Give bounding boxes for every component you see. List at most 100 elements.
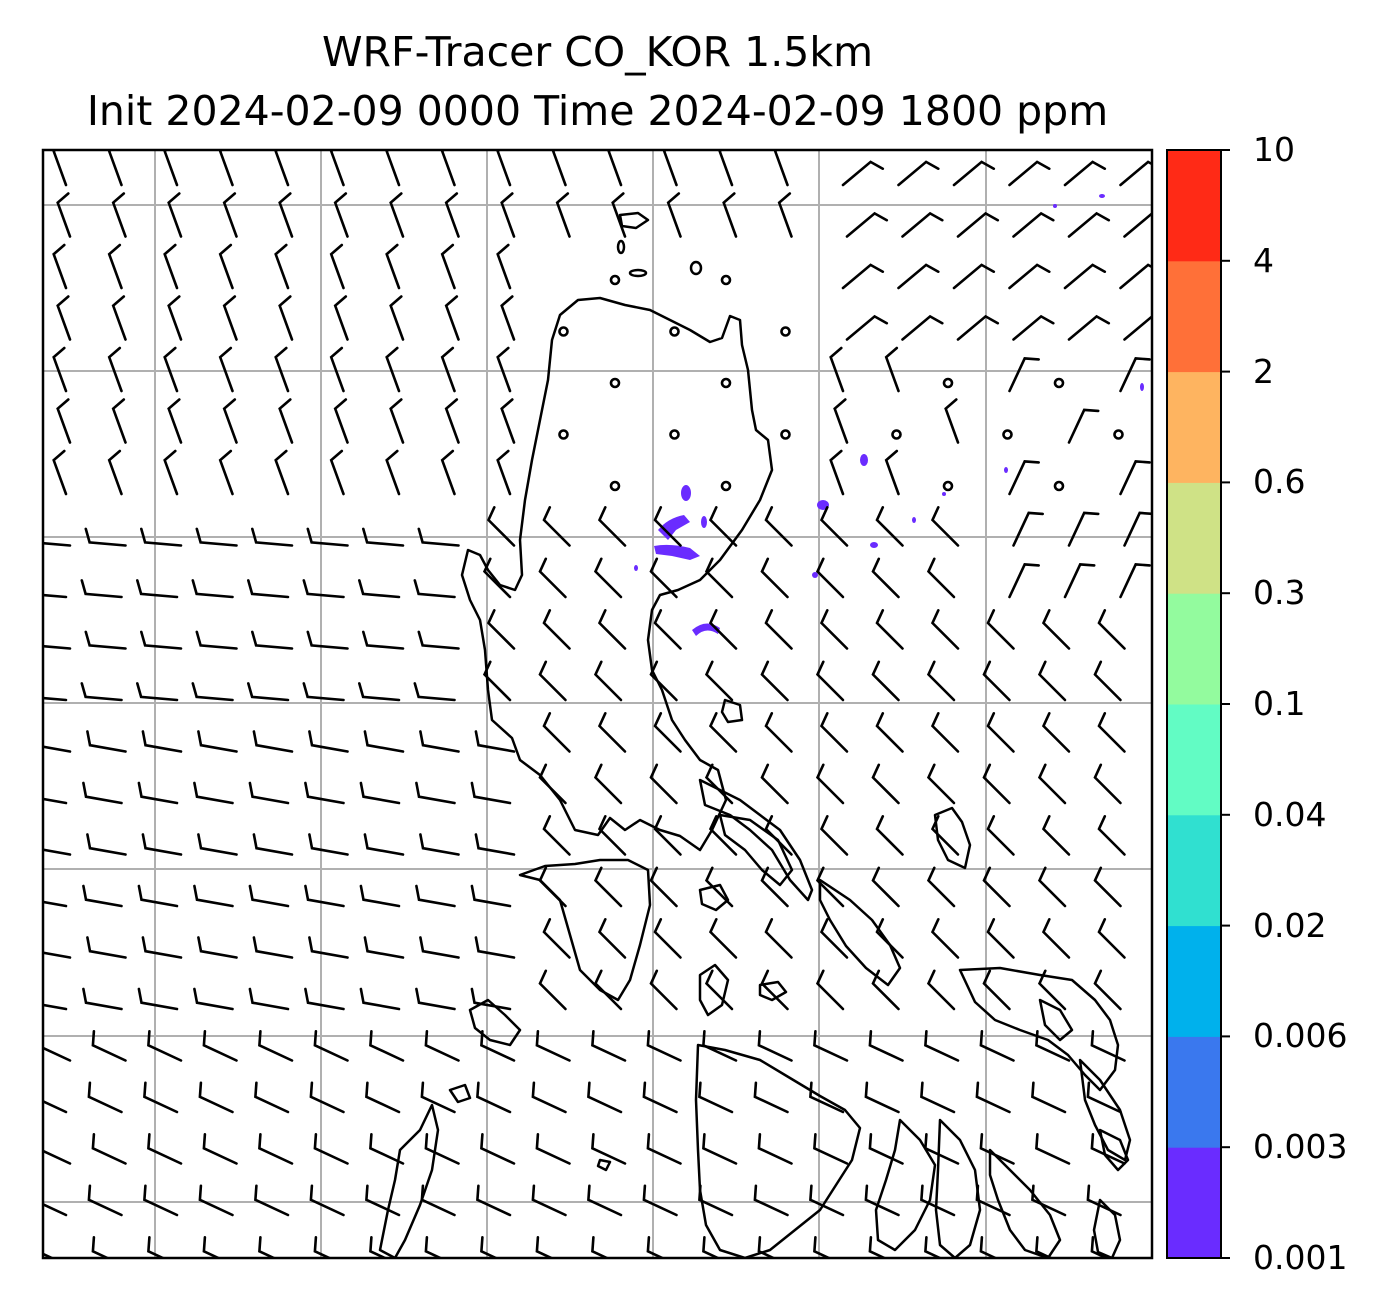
- wind-barb: [163, 243, 179, 290]
- wind-barb: [218, 346, 234, 393]
- wind-barb: [597, 712, 627, 753]
- wind-barb: [813, 1236, 832, 1258]
- wind-barb: [1063, 563, 1096, 599]
- wind-barb: [1090, 1030, 1126, 1062]
- wind-barb: [254, 1184, 290, 1217]
- wind-barb: [1067, 314, 1111, 341]
- wind-barb: [587, 1081, 623, 1114]
- wind-barb: [107, 346, 123, 393]
- wind-barb: [43, 1003, 68, 1011]
- wind-barb: [1067, 408, 1100, 444]
- wind-barb: [278, 295, 294, 341]
- wind-barb: [982, 763, 1011, 805]
- wind-barb: [198, 1081, 234, 1114]
- wind-barb: [52, 449, 68, 496]
- wind-barb: [649, 557, 678, 599]
- wind-barb: [982, 866, 1011, 908]
- colorbar-segment: [1167, 150, 1221, 262]
- wind-barb: [764, 815, 793, 856]
- wind-barb: [193, 987, 234, 1011]
- colorbar-tick-label: 0.6: [1253, 462, 1306, 502]
- wind-barb: [1031, 1184, 1067, 1217]
- co-concentration-patches: [634, 194, 1144, 636]
- map-title-line-2: Init 2024-02-09 0000 Time 2024-02-09 180…: [86, 87, 1109, 135]
- wind-barb: [147, 1030, 183, 1062]
- wind-barb: [369, 1236, 388, 1258]
- wind-barb: [760, 969, 789, 1011]
- wind-barb: [815, 866, 845, 908]
- wind-barb: [649, 969, 678, 1011]
- wind-barb: [369, 1133, 405, 1165]
- wind-barb: [924, 1030, 960, 1062]
- wind-barb: [84, 527, 127, 547]
- wind-barb: [815, 557, 845, 599]
- colorbar-segment: [1167, 1036, 1221, 1148]
- wind-barb: [760, 660, 789, 702]
- wind-barb: [163, 449, 179, 496]
- wind-barb: [1037, 763, 1067, 805]
- wind-barb: [1097, 815, 1126, 856]
- wind-barb: [662, 150, 678, 187]
- wind-barb: [197, 730, 238, 753]
- wind-barb: [1119, 460, 1151, 496]
- wind-barb: [1119, 263, 1152, 290]
- wind-barb: [979, 1133, 1015, 1165]
- wind-barb: [930, 712, 960, 753]
- wind-barb: [365, 1184, 401, 1217]
- wind-barb: [365, 1081, 401, 1114]
- wind-barb: [1012, 314, 1055, 341]
- wind-barb: [163, 346, 179, 393]
- wind-barb: [653, 918, 682, 959]
- wind-barb: [926, 660, 956, 702]
- wind-barb: [358, 579, 401, 599]
- wind-barb: [538, 763, 567, 805]
- wind-barb: [757, 1030, 793, 1062]
- calm-wind-marker: [669, 326, 680, 337]
- wind-barb: [587, 1184, 623, 1217]
- wind-barb: [252, 936, 294, 959]
- colorbar-frame: [1166, 149, 1222, 1259]
- wind-barb: [1012, 211, 1055, 238]
- wind-barb: [306, 527, 349, 547]
- wind-barb: [829, 449, 845, 496]
- wind-barb: [760, 866, 789, 908]
- wind-barb: [359, 884, 401, 908]
- wind-barb: [43, 541, 72, 547]
- wind-barb: [143, 1184, 179, 1217]
- wind-barb: [248, 781, 290, 805]
- wind-barb: [871, 660, 900, 702]
- colorbar-segment: [1167, 260, 1221, 373]
- wind-barb: [193, 884, 234, 908]
- wind-barb: [757, 1133, 793, 1165]
- colorbar-tick-label: 0.001: [1253, 1238, 1348, 1277]
- wind-barb: [924, 1133, 960, 1165]
- wind-barb: [52, 150, 68, 187]
- wind-barb: [43, 848, 72, 856]
- wind-barb: [1037, 866, 1067, 908]
- colorbar: [1167, 149, 1230, 1259]
- map-frame: [41, 148, 1154, 1260]
- calm-wind-marker: [891, 429, 902, 440]
- wind-barb: [757, 1236, 777, 1258]
- wind-barb: [107, 150, 123, 187]
- wind-barb: [542, 609, 571, 650]
- wind-barb: [1008, 460, 1040, 496]
- wind-barb: [480, 1030, 516, 1062]
- wind-barb: [43, 1046, 72, 1062]
- wind-barb: [809, 1081, 845, 1114]
- wind-barb: [82, 781, 123, 805]
- wind-barb: [653, 609, 682, 650]
- wind-barb: [708, 918, 738, 959]
- wind-barb: [542, 815, 571, 856]
- wind-barb: [986, 815, 1015, 856]
- wind-barb: [708, 712, 738, 753]
- wind-barb: [760, 763, 789, 805]
- wind-barb: [278, 192, 294, 238]
- wind-barb: [901, 314, 944, 341]
- wind-barb: [646, 1133, 682, 1165]
- wind-barb: [1041, 918, 1071, 959]
- wind-barb: [593, 557, 623, 599]
- wind-barb: [1097, 712, 1126, 753]
- wind-barb: [496, 346, 512, 393]
- wind-barb: [698, 1081, 734, 1114]
